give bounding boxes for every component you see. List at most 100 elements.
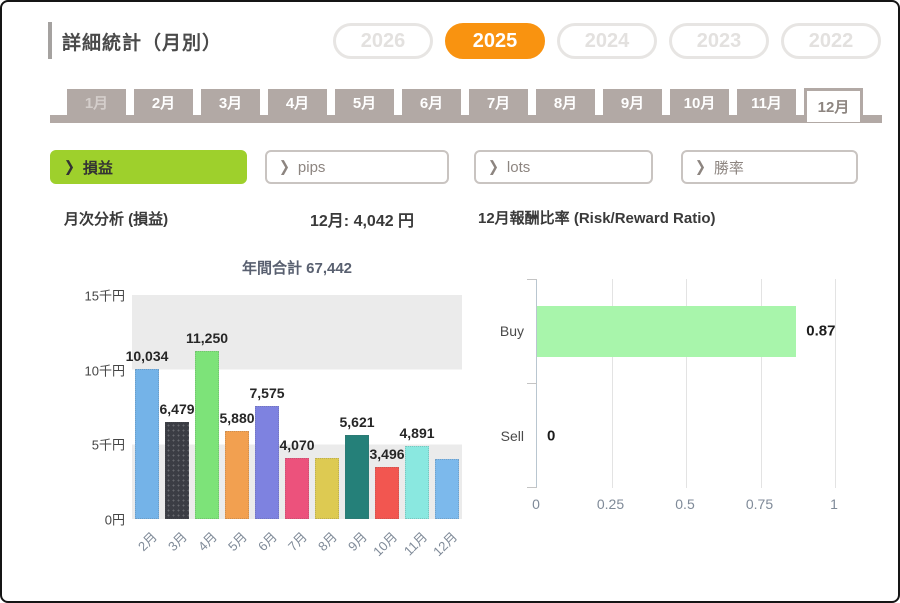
rr-category-sell: Sell <box>500 427 524 444</box>
month-tab-3月[interactable]: 3月 <box>201 89 260 115</box>
month-tab-4月[interactable]: 4月 <box>268 89 327 115</box>
bar-chart-title: 年間合計 67,442 <box>241 260 353 277</box>
year-pill-2024[interactable]: 2024 <box>557 23 657 59</box>
bar-7月 <box>285 458 309 519</box>
month-tab-7月[interactable]: 7月 <box>469 89 528 115</box>
rr-value-label: 0 <box>547 427 556 445</box>
x-axis-month-label: 5月 <box>224 529 250 555</box>
page-title: 詳細統計（月別） <box>62 33 223 54</box>
year-pill-2022[interactable]: 2022 <box>781 23 881 59</box>
x-axis-month-label: 11月 <box>400 529 430 559</box>
x-axis-month-label: 2月 <box>134 529 160 555</box>
axis-tick-mark <box>527 487 537 488</box>
x-axis-month-label: 9月 <box>344 529 370 555</box>
y-axis-tick-label: 5千円 <box>91 437 125 453</box>
bar-10月 <box>375 466 399 519</box>
bar-value-label: 5,880 <box>219 410 255 427</box>
month-tabs: 1月 2月 3月 4月 5月 6月 7月 8月 9月 10月 11月 12月 <box>67 88 863 122</box>
rr-value-label: 0.87 <box>806 322 836 340</box>
bar-value-label: 4,070 <box>279 437 315 454</box>
tab-winrate[interactable]: ❯ 勝率 <box>681 150 858 184</box>
bar-12月 <box>435 458 459 519</box>
tab-lots[interactable]: ❯ lots <box>474 150 653 184</box>
month-tab-11月[interactable]: 11月 <box>737 89 796 115</box>
bar-slot-9月: 5,621 <box>339 295 375 519</box>
title-accent-bar <box>48 22 52 59</box>
y-axis-tick-label: 15千円 <box>84 288 125 304</box>
bar-value-label: 7,575 <box>249 384 285 401</box>
gridline <box>835 279 836 488</box>
axis-tick-mark <box>527 383 537 384</box>
y-axis-tick-label: 10千円 <box>84 363 125 379</box>
year-pill-2023[interactable]: 2023 <box>669 23 769 59</box>
rr-bar-buy <box>537 305 797 357</box>
x-axis-month-label: 6月 <box>254 529 280 555</box>
tab-pips[interactable]: ❯ pips <box>265 150 449 184</box>
month-tab-2月[interactable]: 2月 <box>134 89 193 115</box>
risk-reward-chart: 0.87 0 <box>527 279 836 488</box>
bar-8月 <box>315 457 339 519</box>
month-tab-1月: 1月 <box>67 89 126 115</box>
bar-slot-7月: 4,070 <box>279 295 315 519</box>
x-axis-month-label: 10月 <box>369 529 400 560</box>
bar-slot-6月: 7,575 <box>249 295 285 519</box>
x-axis-month-label: 3月 <box>164 529 190 555</box>
bar-slot-5月: 5,880 <box>219 295 255 519</box>
bar-slot-3月: 6,479 <box>159 295 195 519</box>
chevron-right-icon: ❯ <box>695 157 706 176</box>
x-axis-month-label: 8月 <box>314 529 340 555</box>
category-label: 勝率 <box>713 159 744 177</box>
gridline <box>611 279 613 488</box>
bar-value-label: 4,891 <box>399 424 435 441</box>
bar-slot-10月: 3,496 <box>369 295 405 519</box>
bar-slot-11月: 4,891 <box>399 295 435 519</box>
chevron-right-icon: ❯ <box>279 157 290 176</box>
bar-value-label: 10,034 <box>125 348 169 365</box>
bar-value-label: 11,250 <box>185 330 229 346</box>
month-total-value: 12月: 4,042 円 <box>310 213 415 230</box>
monthly-bar-chart: 10,034 6,479 11,250 5,880 7,575 4,070 5,621 3,4… <box>126 295 462 519</box>
bar-4月 <box>195 351 219 519</box>
month-tab-9月[interactable]: 9月 <box>603 89 662 115</box>
year-pill-2026[interactable]: 2026 <box>333 23 433 59</box>
month-tabbar-underline <box>50 115 882 123</box>
x-axis-month-label: 4月 <box>194 529 220 555</box>
bar-slot-2月: 10,034 <box>126 295 168 519</box>
gridline <box>760 279 762 488</box>
rr-chart-categories: Buy Sell <box>470 279 524 488</box>
bar-6月 <box>255 405 279 519</box>
category-label: 損益 <box>82 159 113 177</box>
bar-11月 <box>405 445 429 519</box>
bar-chart-x-axis: 2月 3月 4月 5月 6月 7月 8月 9月 10月 11月 12月 <box>132 519 462 574</box>
month-tab-10月[interactable]: 10月 <box>670 89 729 115</box>
rr-x-tick-label: 0.5 <box>675 496 695 512</box>
bar-2月 <box>135 369 159 519</box>
rr-chart-x-axis: 0 0.25 0.5 0.75 1 <box>532 496 838 516</box>
year-pill-2025[interactable]: 2025 <box>445 23 545 59</box>
bar-slot-12月 <box>432 295 462 519</box>
bar-chart-y-axis: 15千円 10千円 5千円 0円 <box>57 289 125 528</box>
bar-3月 <box>165 422 189 519</box>
category-label: pips <box>297 158 326 176</box>
axis-tick-mark <box>527 279 537 280</box>
bar-9月 <box>345 435 369 519</box>
rr-x-tick-label: 0 <box>532 496 540 512</box>
bar-value-label: 3,496 <box>369 445 405 462</box>
right-section-title: 12月報酬比率 (Risk/Reward Ratio) <box>478 210 716 227</box>
month-tab-5月[interactable]: 5月 <box>335 89 394 115</box>
chevron-right-icon: ❯ <box>64 157 75 176</box>
chevron-right-icon: ❯ <box>488 157 499 176</box>
rr-category-buy: Buy <box>499 323 524 340</box>
month-tab-8月[interactable]: 8月 <box>536 89 595 115</box>
bar-value-label: 5,621 <box>339 414 375 431</box>
year-selector: 2026 2025 2024 2023 2022 <box>333 23 881 59</box>
bar-slot-8月 <box>312 295 342 519</box>
rr-x-tick-label: 1 <box>830 496 838 512</box>
gridline <box>686 279 687 488</box>
tab-profit[interactable]: ❯ 損益 <box>50 150 247 184</box>
x-axis-month-label: 12月 <box>429 529 460 560</box>
month-tab-6月[interactable]: 6月 <box>402 89 461 115</box>
month-tab-12月[interactable]: 12月 <box>804 88 863 122</box>
rr-x-tick-label: 0.25 <box>596 496 625 512</box>
